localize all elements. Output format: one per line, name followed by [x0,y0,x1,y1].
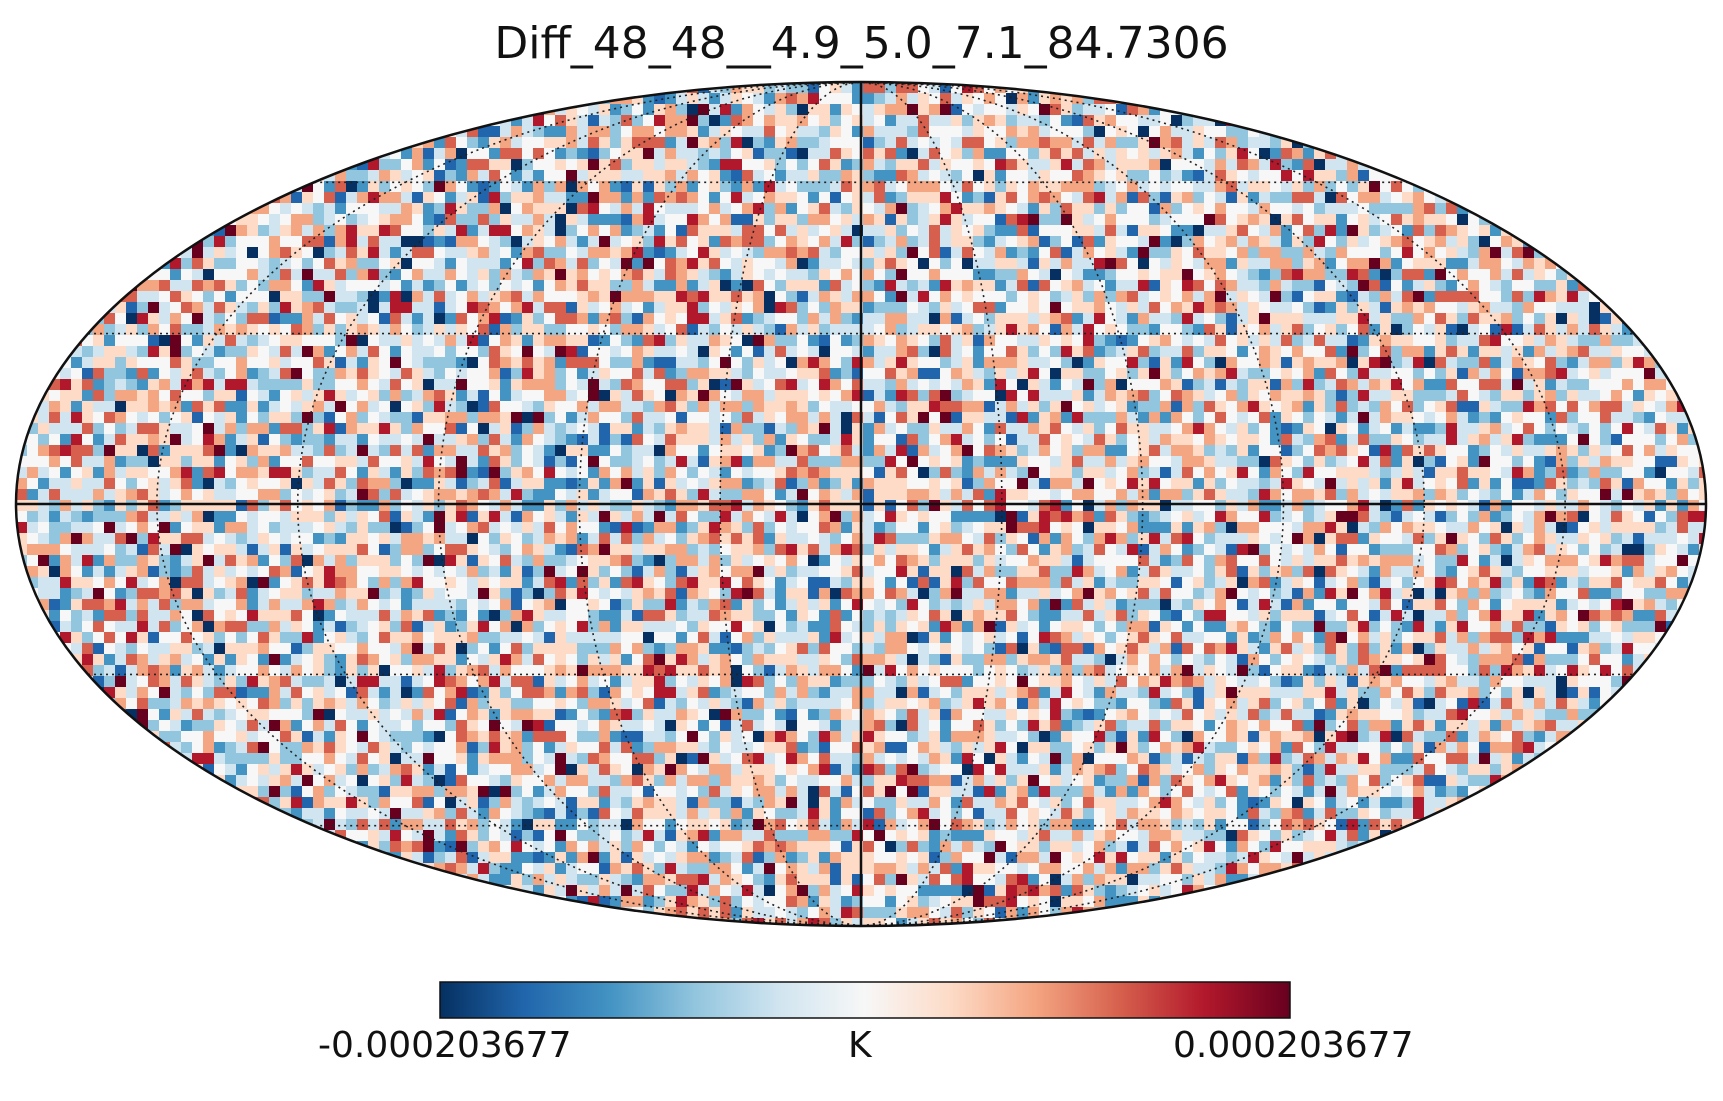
colorbar-max-label: 0.000203677 [1173,1025,1414,1066]
colorbar-min-label: -0.000203677 [318,1025,572,1066]
map-boundary [14,80,1708,928]
colorbar [439,981,1291,1019]
colorbar-unit-label: K [848,1025,872,1066]
map-title: Diff_48_48__4.9_5.0_7.1_84.7306 [494,18,1229,69]
graticule [16,82,1706,926]
